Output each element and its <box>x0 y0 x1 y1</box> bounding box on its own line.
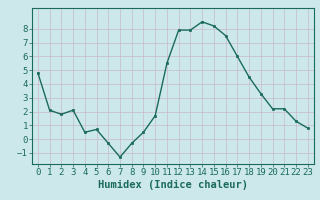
X-axis label: Humidex (Indice chaleur): Humidex (Indice chaleur) <box>98 180 248 190</box>
